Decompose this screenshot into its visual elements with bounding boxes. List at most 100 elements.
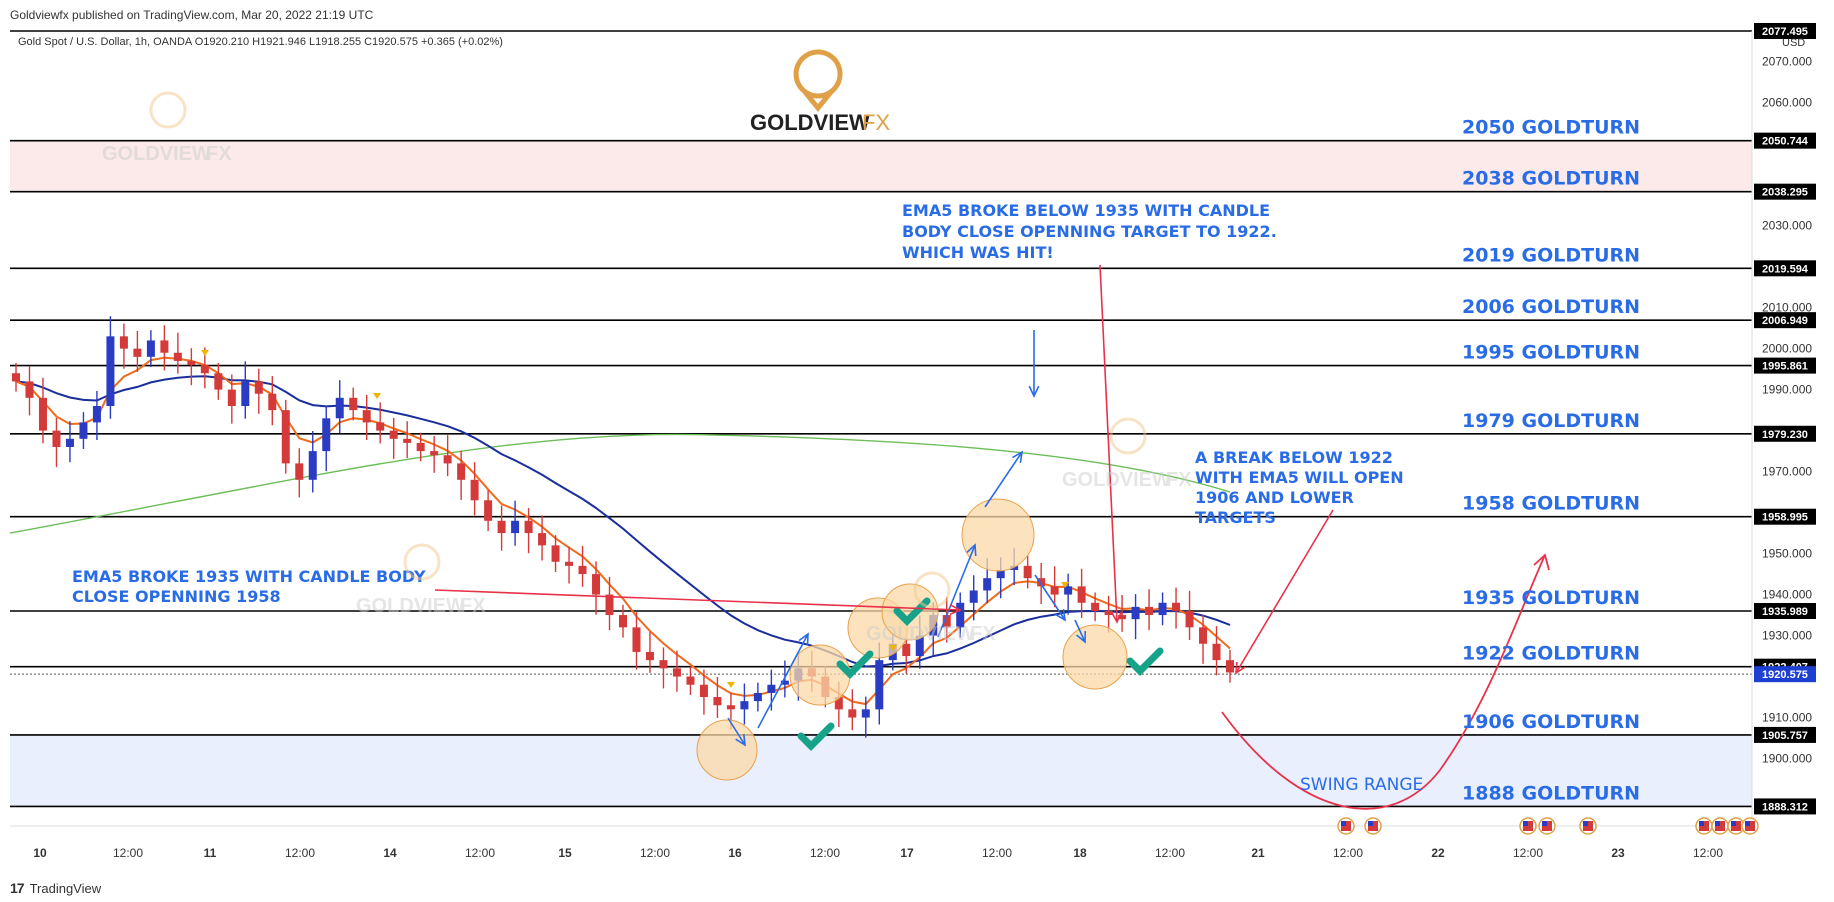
arrow-head <box>1012 450 1024 464</box>
candle-body <box>470 479 479 501</box>
price-tag: 2077.495 <box>1754 23 1816 39</box>
candle <box>956 592 965 638</box>
level-labels-layer: 2050 GOLDTURN 2038 GOLDTURN 2019 GOLDTURN 2… <box>1462 117 1640 805</box>
candle-body <box>1064 586 1073 595</box>
flag-canton <box>1699 821 1704 826</box>
candle <box>1050 566 1059 608</box>
price-tag-text: 1888.312 <box>1762 801 1808 813</box>
candle <box>160 325 169 371</box>
moving-averages-layer <box>9 356 1231 706</box>
red-arrow <box>1099 264 1123 624</box>
candle-body <box>281 410 290 464</box>
flag-canton <box>1523 821 1528 826</box>
level-label: 2006 GOLDTURN <box>1462 296 1640 318</box>
tradingview-brand: TradingView <box>29 880 102 896</box>
candle <box>551 535 560 573</box>
y-tick-label: 2060.000 <box>1762 96 1812 110</box>
x-tick-label: 12:00 <box>640 846 670 860</box>
arrow-shaft <box>1235 509 1334 674</box>
x-tick-label: 21 <box>1251 846 1265 860</box>
candle <box>740 683 749 725</box>
candle-body <box>227 389 236 407</box>
candle <box>443 435 452 477</box>
x-tick-label: 16 <box>728 846 742 860</box>
goldview-logo-icon <box>793 49 843 99</box>
red-arrow <box>434 589 962 616</box>
arrow-head <box>966 543 977 557</box>
price-tag: 1995.861 <box>1754 357 1816 374</box>
tradingview-footer[interactable]: 17 TradingView <box>10 880 101 896</box>
candle <box>659 647 668 689</box>
candle-body <box>79 422 88 439</box>
annotations-layer: EMA5 BROKE BELOW 1935 WITH CANDLE BODY CL… <box>72 49 1423 795</box>
candle-body <box>1050 586 1059 595</box>
level-label: 1906 GOLDTURN <box>1462 711 1640 733</box>
candle <box>322 405 331 472</box>
highlight-circle <box>1062 624 1128 690</box>
y-tick-label: 1990.000 <box>1762 383 1812 397</box>
candle-body <box>65 438 74 448</box>
us-flag-icon <box>1519 817 1537 835</box>
arrow-shaft <box>727 717 746 746</box>
price-tag-text: 2038.295 <box>1762 187 1808 199</box>
price-tag-text: 2006.949 <box>1762 315 1808 327</box>
candle-body <box>672 668 681 677</box>
annotation-text: CLOSE OPENNING 1958 <box>72 587 281 606</box>
price-tag-text: 1905.757 <box>1762 730 1808 742</box>
x-tick-label: 12:00 <box>810 846 840 860</box>
candle-body <box>524 520 533 534</box>
currency-label: USD <box>1782 37 1805 49</box>
candle-body <box>956 602 965 628</box>
watermark-icon <box>913 571 951 609</box>
candle-body <box>376 422 385 431</box>
price-tag-text: 1958.995 <box>1762 512 1808 524</box>
level-label: 2038 GOLDTURN <box>1462 168 1640 190</box>
level-label: 1935 GOLDTURN <box>1462 587 1640 609</box>
x-tick-label: 12:00 <box>1513 846 1543 860</box>
down-arrow <box>1028 330 1040 398</box>
candle <box>645 631 654 673</box>
annotation-text: BODY CLOSE OPENNING TARGET TO 1922. <box>902 222 1277 241</box>
price-tag-bg <box>1754 132 1816 149</box>
candle-body <box>268 393 277 411</box>
annotation-text: EMA5 BROKE BELOW 1935 WITH CANDLE <box>902 201 1270 220</box>
y-tick-label: 2070.000 <box>1762 55 1812 69</box>
highlight-circle <box>881 583 939 641</box>
candle <box>1104 595 1113 633</box>
candle <box>281 399 290 474</box>
candle <box>173 332 182 374</box>
price-tag: 1958.995 <box>1754 508 1816 525</box>
candle-body <box>12 373 20 382</box>
candle-body <box>592 574 601 595</box>
arrow <box>1034 574 1067 622</box>
arrow-shaft <box>937 544 976 638</box>
candle <box>1226 649 1234 683</box>
candle <box>1131 594 1140 640</box>
candle <box>1172 587 1181 629</box>
price-tag-text: 1979.230 <box>1762 429 1808 441</box>
us-flag-icon <box>1695 817 1713 835</box>
candle-body <box>780 680 789 685</box>
price-tag: 2006.949 <box>1754 312 1816 329</box>
candle-body <box>834 697 843 710</box>
candle <box>1212 626 1221 676</box>
flag-canton <box>1731 821 1736 826</box>
candle-body <box>403 438 412 443</box>
check-stroke <box>893 597 931 626</box>
candle <box>403 421 412 459</box>
candle <box>457 450 466 500</box>
candle-body <box>1131 606 1140 620</box>
price-tag: 2019.594 <box>1754 260 1816 277</box>
level-label: 1979 GOLDTURN <box>1462 410 1640 432</box>
candle-body <box>983 578 992 591</box>
watermark-name: GOLDVIEW <box>356 595 465 617</box>
arrow <box>1074 619 1087 644</box>
candle-body <box>1077 586 1086 603</box>
candle <box>713 676 722 718</box>
candle-body <box>1104 610 1113 616</box>
candle-body <box>969 590 978 603</box>
candle <box>538 515 547 561</box>
signal-marker-icon <box>727 682 735 688</box>
